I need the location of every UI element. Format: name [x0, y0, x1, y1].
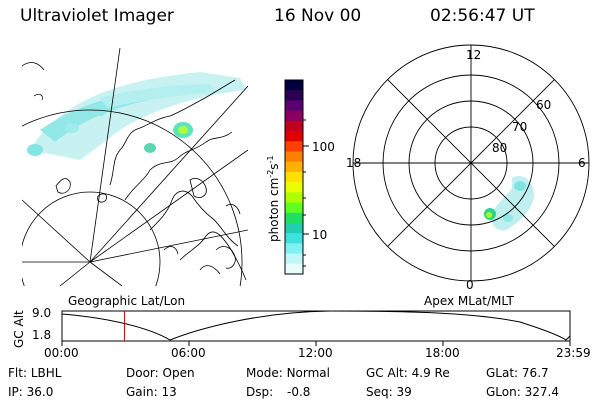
altitude-plot [61, 310, 571, 346]
coastlines [22, 62, 247, 281]
aurora-emission-band [27, 72, 246, 160]
colorbar-segment [285, 161, 303, 173]
colorbar-segment [285, 171, 303, 183]
colorbar-segment [285, 80, 303, 91]
colorbar-segment [285, 222, 303, 234]
time-tick-0600: 06:00 [171, 346, 206, 360]
lat-label-60: 60 [536, 98, 552, 112]
graticule [22, 48, 248, 286]
lat-label-70: 70 [512, 120, 528, 134]
colorbar-segment [285, 202, 303, 214]
geographic-caption: Geographic Lat/Lon [68, 294, 186, 308]
colorbar-tick-10: 10 [312, 228, 328, 242]
date-label: 16 Nov 00 [274, 6, 362, 26]
time-tick-1800: 18:00 [425, 346, 460, 360]
altitude-curve [61, 310, 571, 341]
polar-plot [352, 44, 590, 282]
mlt-label-0: 0 [466, 278, 474, 292]
altitude-ytick-max: 9.0 [32, 306, 52, 320]
colorbar-segment [285, 100, 303, 112]
colorbar-segment [285, 182, 303, 193]
colorbar-ticks [303, 119, 309, 267]
colorbar [284, 79, 304, 275]
mlt-label-12: 12 [466, 48, 482, 62]
altitude-ylabel: GC Alt [12, 310, 26, 348]
info-glon: GLon: 327.4 [486, 385, 559, 399]
mlt-label-18: 18 [346, 156, 362, 170]
colorbar-tick-100: 100 [312, 140, 335, 154]
colorbar-segment [285, 212, 303, 224]
altitude-ytick-min: 1.8 [32, 328, 52, 342]
time-tick-0000: 00:00 [44, 346, 79, 360]
info-gc-alt: GC Alt: 4.9 Re [366, 366, 450, 380]
info-seq: Seq: 39 [366, 385, 412, 399]
colorbar-segment [285, 90, 303, 101]
info-dsp: Dsp: -0.8 [246, 385, 311, 399]
colorbar-segment [285, 110, 303, 122]
info-gain: Gain: 13 [126, 385, 177, 399]
apex-caption: Apex MLat/MLT [424, 294, 514, 308]
colorbar-segment [285, 253, 303, 265]
polar-aurora-emission [484, 176, 534, 231]
info-filter: Flt: LBHL [8, 366, 62, 380]
app-title: Ultraviolet Imager [20, 6, 174, 26]
colorbar-segment [285, 151, 303, 163]
lat-label-80: 80 [492, 141, 508, 155]
colorbar-segment [285, 233, 303, 244]
colorbar-segment [285, 243, 303, 255]
colorbar-segment [285, 141, 303, 152]
time-tick-1200: 12:00 [298, 346, 333, 360]
colorbar-segment [285, 120, 303, 132]
info-ip: IP: 36.0 [8, 385, 54, 399]
colorbar-frame [284, 79, 304, 275]
geographic-map [22, 48, 248, 286]
colorbar-label: photon cm-2s-1 [266, 155, 281, 242]
colorbar-segment [285, 192, 303, 204]
info-glat: GLat: 76.7 [486, 366, 549, 380]
colorbar-segment [285, 263, 303, 275]
info-mode: Mode: Normal [246, 366, 330, 380]
time-tick-2359: 23:59 [556, 346, 591, 360]
colorbar-segment [285, 131, 303, 142]
info-door: Door: Open [126, 366, 195, 380]
time-label: 02:56:47 UT [430, 6, 535, 26]
mlt-label-6: 6 [578, 156, 586, 170]
